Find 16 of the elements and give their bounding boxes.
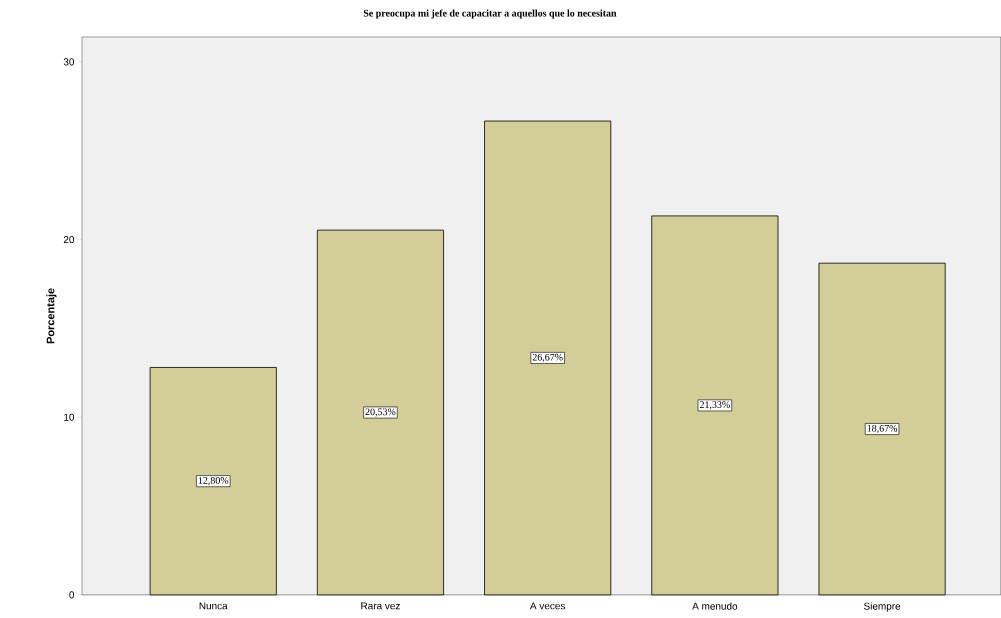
x-tick-label: Rara vez: [361, 602, 400, 610]
data-label: 12,80%: [198, 477, 229, 486]
y-tick-label: 20: [63, 236, 75, 244]
y-tick-label: 30: [63, 58, 75, 66]
x-tick-label: Siempre: [864, 602, 901, 612]
data-label: 21,33%: [699, 401, 730, 410]
chart-title: Se preocupa mi jefe de capacitar a aquellos que lo necesitan: [363, 9, 617, 19]
data-label: 18,67%: [867, 425, 898, 434]
y-axis-title: Porcentaje: [46, 288, 57, 344]
x-tick-label: A menudo: [692, 602, 738, 610]
x-tick-label: Nunca: [199, 602, 228, 610]
y-tick-label: 0: [69, 591, 75, 599]
data-label: 26,67%: [532, 353, 563, 363]
x-tick-label: A veces: [529, 602, 566, 610]
data-label: 20,53%: [365, 408, 396, 417]
y-tick-label: 10: [64, 413, 75, 421]
